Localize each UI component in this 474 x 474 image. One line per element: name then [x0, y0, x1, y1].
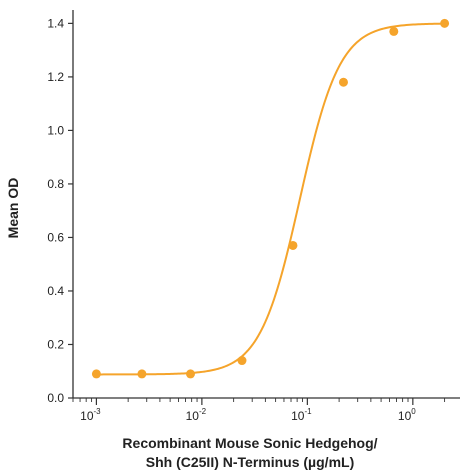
- axis-ticks: 0.0 0.2 0.4 0.6 0.8 1.0 1.2 1.4 10-3 10-2 10-1 100: [47, 16, 446, 423]
- y-tick-label: 0.8: [47, 177, 64, 191]
- x-tick-label: 10-2: [186, 407, 207, 423]
- x-axis-title-line-1: Recombinant Mouse Sonic Hedgehog/: [122, 435, 377, 451]
- data-points: [91, 18, 450, 379]
- y-tick-label: 0.2: [47, 337, 64, 351]
- data-point: [288, 240, 298, 250]
- data-point: [237, 356, 247, 366]
- axes: [72, 10, 460, 399]
- y-tick-label: 1.4: [47, 16, 64, 30]
- y-tick-label: 1.2: [47, 70, 64, 84]
- y-tick-label: 0.4: [47, 284, 64, 298]
- data-point: [91, 369, 101, 379]
- data-point: [185, 369, 195, 379]
- x-tick-label: 100: [398, 407, 416, 423]
- data-point: [338, 77, 348, 87]
- y-tick-label: 0.6: [47, 230, 64, 244]
- y-tick-label: 1.0: [47, 123, 64, 137]
- data-point: [137, 369, 147, 379]
- y-tick-label: 0.0: [47, 391, 64, 405]
- x-tick-label: 10-1: [291, 407, 312, 423]
- data-point: [389, 26, 399, 36]
- x-tick-label: 10-3: [80, 407, 101, 423]
- y-axis-title: Mean OD: [5, 178, 21, 239]
- data-point: [440, 18, 450, 28]
- fit-curve: [96, 22, 445, 376]
- x-axis-title-line-2: Shh (C25II) N-Terminus (µg/mL): [146, 454, 354, 470]
